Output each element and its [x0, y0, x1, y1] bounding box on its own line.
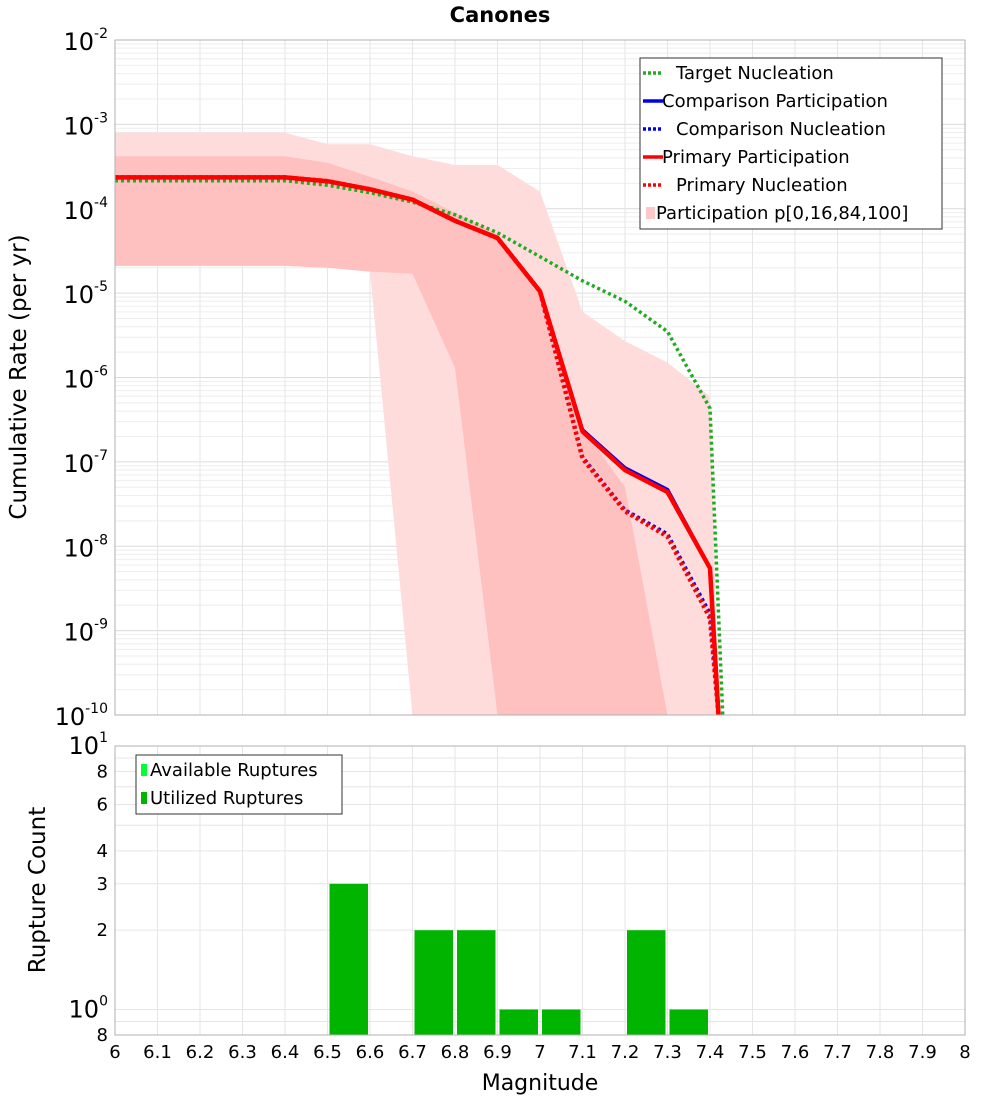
bottom-y-tick-label: 4: [97, 841, 108, 862]
bottom-legend-box: [135, 754, 343, 815]
bottom-y-axis-label: Rupture Count: [25, 807, 51, 973]
band-participation-p-16-84-: [115, 156, 668, 715]
legend-swatch-box: [141, 792, 147, 804]
x-tick-label: 7.6: [781, 1042, 810, 1063]
bottom-y-tick-label: 2: [97, 920, 108, 941]
top-legend: Target Nucleation Comparison Participatio…: [639, 57, 943, 230]
x-tick-label: 6.5: [313, 1042, 342, 1063]
series-primary-participation: [115, 175, 721, 716]
bar-utilized-ruptures: [329, 883, 368, 1035]
bar-utilized-ruptures: [499, 1009, 538, 1035]
bar-utilized-ruptures: [414, 930, 453, 1035]
top-y-tick-label: 10-9: [63, 617, 108, 647]
legend-label: Primary Participation: [662, 147, 850, 168]
bottom-y-tick-label: 8: [97, 762, 108, 783]
x-tick-label: 6.3: [228, 1042, 257, 1063]
x-tick-label: 7.1: [568, 1042, 597, 1063]
top-y-tick-label: 10-6: [63, 364, 108, 394]
chart-title: Canones: [450, 3, 551, 27]
series-target-nucleation: [115, 178, 725, 716]
rupture-count-bars: [329, 883, 708, 1035]
bar-utilized-ruptures: [627, 930, 666, 1035]
legend-label: Primary Nucleation: [676, 175, 848, 196]
rate-series-lines: [115, 175, 725, 716]
x-tick-label: 6: [109, 1042, 120, 1063]
legend-label: Available Ruptures: [150, 760, 318, 781]
bottom-plot-border: [114, 745, 966, 1036]
top-y-tick-label: 10-3: [63, 110, 108, 140]
x-axis-label: Magnitude: [482, 1071, 599, 1096]
x-tick-label: 7.4: [696, 1042, 725, 1063]
x-tick-label: 7.5: [738, 1042, 767, 1063]
bottom-legend: Available Ruptures Utilized Ruptures: [135, 754, 343, 815]
legend-swatch-box: [646, 207, 655, 219]
bottom-y-tick-label: 3: [97, 874, 108, 895]
top-y-tick-label: 10-5: [63, 279, 108, 309]
x-tick-label: 6.6: [356, 1042, 385, 1063]
bottom-y-tick-label: 8: [97, 1025, 108, 1046]
legend-label: Target Nucleation: [675, 63, 834, 84]
top-y-axis-label: Cumulative Rate (per yr): [6, 234, 32, 519]
legend-label: Utilized Ruptures: [150, 788, 303, 809]
bar-utilized-ruptures: [457, 930, 496, 1035]
legend-swatch-box: [141, 764, 147, 776]
x-tick-label: 7.7: [823, 1042, 852, 1063]
x-tick-label: 7.2: [611, 1042, 640, 1063]
x-tick-label: 6.7: [398, 1042, 427, 1063]
bottom-y-tick-label: 6: [97, 794, 108, 815]
top-y-tick-labels: 10-2 10-3 10-4 10-5 10-6 10-7 10-8 10-9 10-10: [55, 26, 109, 731]
bottom-y-tick-label: 101: [69, 730, 108, 760]
top-y-tick-label: 10-4: [63, 195, 108, 225]
x-tick-label: 8: [959, 1042, 970, 1063]
top-legend-box: [639, 57, 943, 230]
top-y-tick-label: 10-7: [63, 448, 108, 478]
series-primary-nucleation: [115, 175, 721, 716]
x-tick-label: 6.2: [186, 1042, 215, 1063]
participation-bands: [115, 132, 719, 716]
x-tick-label: 6.9: [483, 1042, 512, 1063]
bar-utilized-ruptures: [669, 1009, 708, 1035]
x-tick-label: 7.8: [866, 1042, 895, 1063]
bar-utilized-ruptures: [542, 1009, 581, 1035]
x-tick-label: 7: [534, 1042, 545, 1063]
top-y-tick-label: 10-8: [63, 532, 108, 562]
legend-label: Participation p[0,16,84,100]: [656, 203, 908, 224]
x-tick-label: 6.4: [271, 1042, 300, 1063]
bottom-y-tick-label: 100: [69, 993, 108, 1023]
x-tick-labels: 6 6.1 6.2 6.3 6.4 6.5 6.6 6.7 6.8 6.9 7 7.1 7.2 7.3 7.…: [109, 1042, 970, 1063]
x-tick-label: 6.8: [441, 1042, 470, 1063]
legend-label: Comparison Participation: [662, 91, 888, 112]
x-tick-label: 7.3: [653, 1042, 682, 1063]
x-tick-label: 6.1: [143, 1042, 172, 1063]
top-y-tick-label: 10-10: [55, 701, 108, 731]
top-plot-border: [114, 39, 966, 716]
top-y-tick-label: 10-2: [63, 26, 108, 56]
x-tick-label: 7.9: [908, 1042, 937, 1063]
legend-label: Comparison Nucleation: [676, 119, 886, 140]
